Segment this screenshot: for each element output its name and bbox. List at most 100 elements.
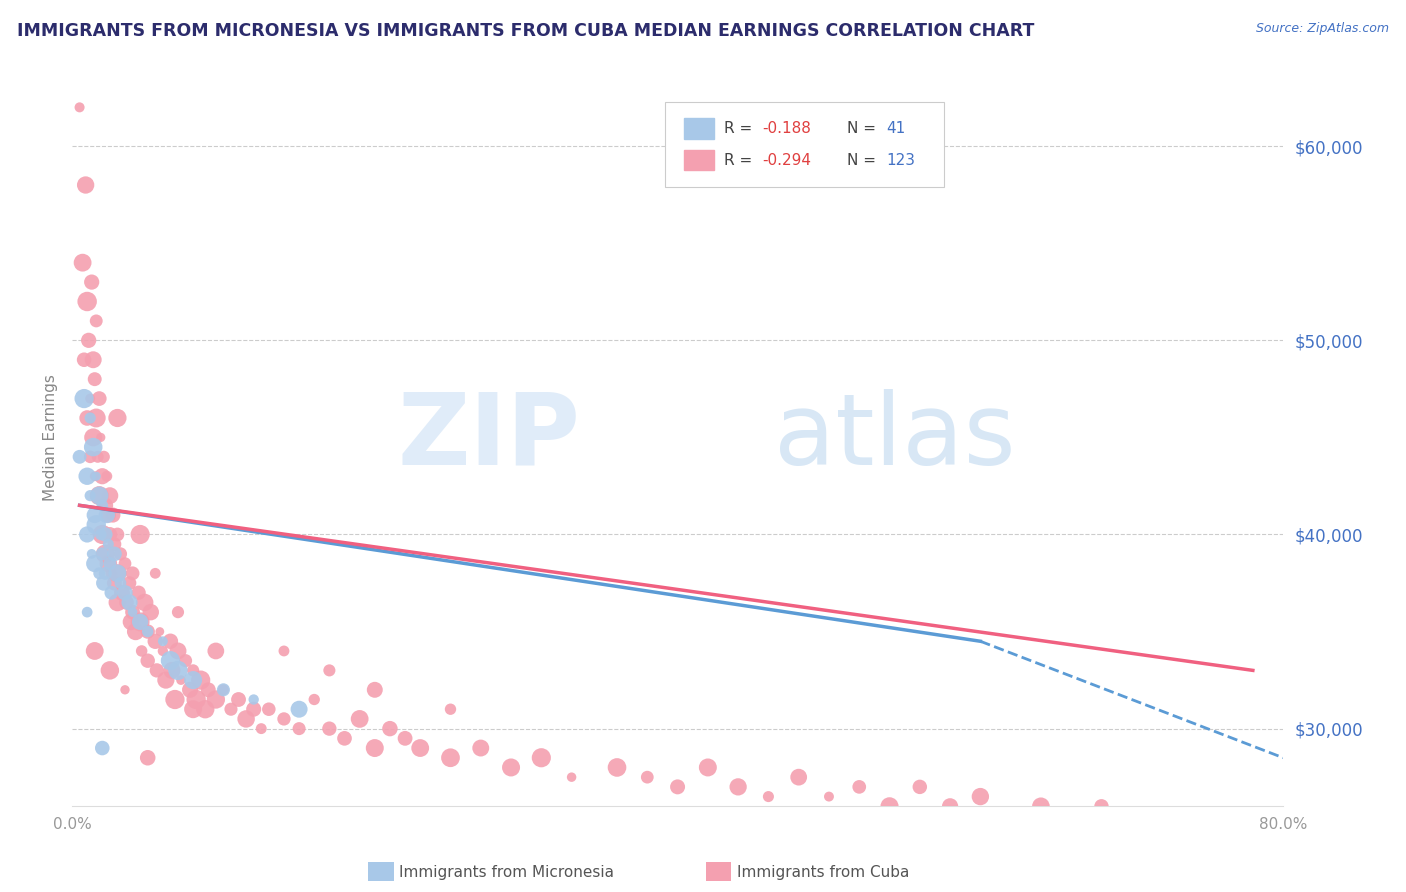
- Point: [470, 741, 492, 756]
- Point: [98, 664, 121, 678]
- Text: IMMIGRANTS FROM MICRONESIA VS IMMIGRANTS FROM CUBA MEDIAN EARNINGS CORRELATION C: IMMIGRANTS FROM MICRONESIA VS IMMIGRANTS…: [17, 22, 1035, 40]
- Point: [103, 537, 125, 551]
- Text: -0.188: -0.188: [762, 120, 811, 136]
- Text: Immigrants from Micronesia: Immigrants from Micronesia: [399, 865, 614, 880]
- Point: [94, 527, 117, 541]
- Point: [118, 576, 141, 591]
- Point: [79, 411, 101, 425]
- Point: [159, 634, 181, 648]
- Point: [288, 702, 311, 716]
- Point: [82, 440, 104, 454]
- Point: [409, 741, 432, 756]
- Point: [94, 547, 117, 561]
- Point: [83, 508, 105, 522]
- Point: [167, 664, 190, 678]
- Point: [364, 682, 387, 697]
- Point: [149, 624, 172, 639]
- Point: [1150, 809, 1173, 823]
- Point: [75, 178, 97, 192]
- Point: [96, 469, 118, 483]
- Point: [79, 450, 101, 464]
- Point: [939, 799, 962, 814]
- Point: [110, 576, 132, 591]
- Text: ZIP: ZIP: [398, 389, 581, 486]
- Point: [727, 780, 749, 794]
- Point: [76, 605, 98, 619]
- Point: [76, 527, 98, 541]
- Point: [76, 469, 98, 483]
- Point: [159, 654, 181, 668]
- Point: [107, 527, 129, 541]
- Point: [107, 566, 129, 581]
- Point: [80, 547, 103, 561]
- Point: [969, 789, 991, 804]
- Point: [94, 566, 117, 581]
- Point: [72, 255, 94, 269]
- Point: [79, 489, 101, 503]
- Point: [219, 702, 242, 716]
- Point: [83, 372, 105, 386]
- Text: Immigrants from Cuba: Immigrants from Cuba: [737, 865, 910, 880]
- Point: [96, 508, 118, 522]
- Point: [879, 799, 901, 814]
- Point: [84, 469, 107, 483]
- Point: [89, 392, 111, 406]
- Point: [121, 605, 143, 619]
- Point: [69, 450, 91, 464]
- Point: [110, 547, 132, 561]
- Point: [152, 644, 174, 658]
- Point: [333, 731, 356, 746]
- Point: [91, 547, 114, 561]
- Point: [129, 615, 152, 629]
- Point: [93, 450, 115, 464]
- Point: [76, 411, 98, 425]
- Point: [530, 750, 553, 764]
- Point: [83, 644, 105, 658]
- Point: [908, 780, 931, 794]
- Point: [97, 557, 120, 571]
- Point: [439, 750, 461, 764]
- Point: [93, 576, 115, 591]
- Text: Source: ZipAtlas.com: Source: ZipAtlas.com: [1256, 22, 1389, 36]
- Point: [205, 644, 228, 658]
- Point: [170, 673, 193, 687]
- Text: -0.294: -0.294: [762, 153, 811, 168]
- Point: [235, 712, 257, 726]
- Point: [115, 595, 138, 609]
- Point: [818, 789, 841, 804]
- Point: [242, 702, 264, 716]
- Point: [378, 722, 401, 736]
- Point: [98, 489, 121, 503]
- Point: [121, 605, 143, 619]
- Point: [97, 508, 120, 522]
- Point: [87, 450, 110, 464]
- Point: [114, 585, 136, 599]
- Point: [89, 489, 111, 503]
- Point: [118, 595, 141, 609]
- Point: [73, 352, 96, 367]
- Point: [91, 469, 114, 483]
- Point: [787, 770, 810, 784]
- Point: [167, 605, 190, 619]
- Point: [636, 770, 658, 784]
- Point: [212, 682, 235, 697]
- Point: [107, 595, 129, 609]
- Point: [129, 527, 152, 541]
- Point: [174, 654, 197, 668]
- Point: [349, 712, 371, 726]
- Point: [84, 517, 107, 532]
- Point: [364, 741, 387, 756]
- Point: [181, 702, 204, 716]
- Point: [134, 595, 156, 609]
- Text: N =: N =: [848, 120, 876, 136]
- Point: [288, 722, 311, 736]
- Point: [100, 566, 122, 581]
- FancyBboxPatch shape: [665, 102, 943, 186]
- Point: [91, 527, 114, 541]
- Point: [120, 615, 142, 629]
- Point: [82, 352, 104, 367]
- Point: [129, 615, 152, 629]
- Point: [606, 760, 628, 774]
- Point: [257, 702, 280, 716]
- Point: [77, 334, 100, 348]
